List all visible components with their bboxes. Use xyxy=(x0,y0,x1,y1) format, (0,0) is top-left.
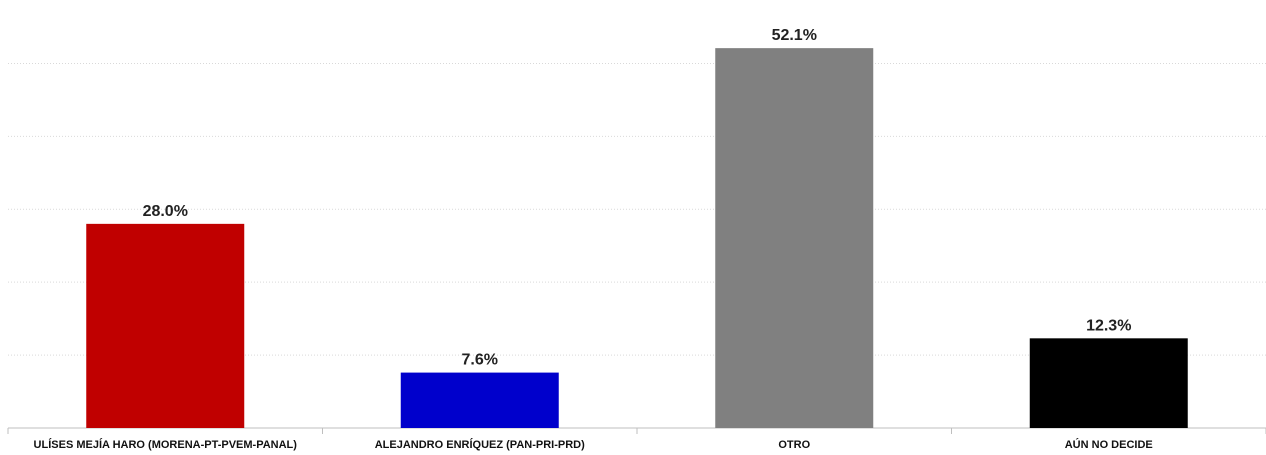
x-tick-label-3: OTRO xyxy=(778,439,810,451)
data-label-2: 7.6% xyxy=(462,352,498,369)
x-tick-label-2: ALEJANDRO ENRÍQUEZ (PAN-PRI-PRD) xyxy=(375,438,585,451)
x-tick-label-1: ULÍSES MEJÍA HARO (MORENA-PT-PVEM-PANAL) xyxy=(34,438,298,451)
x-tick-label-4: AÚN NO DECIDE xyxy=(1065,438,1153,451)
bar-4 xyxy=(1029,338,1188,428)
data-label-4: 12.3% xyxy=(1086,317,1131,334)
data-label-1: 28.0% xyxy=(143,203,188,220)
bar-2 xyxy=(400,372,559,428)
bar-3 xyxy=(715,48,874,428)
data-label-3: 52.1% xyxy=(772,27,817,44)
bar-1 xyxy=(86,223,245,428)
